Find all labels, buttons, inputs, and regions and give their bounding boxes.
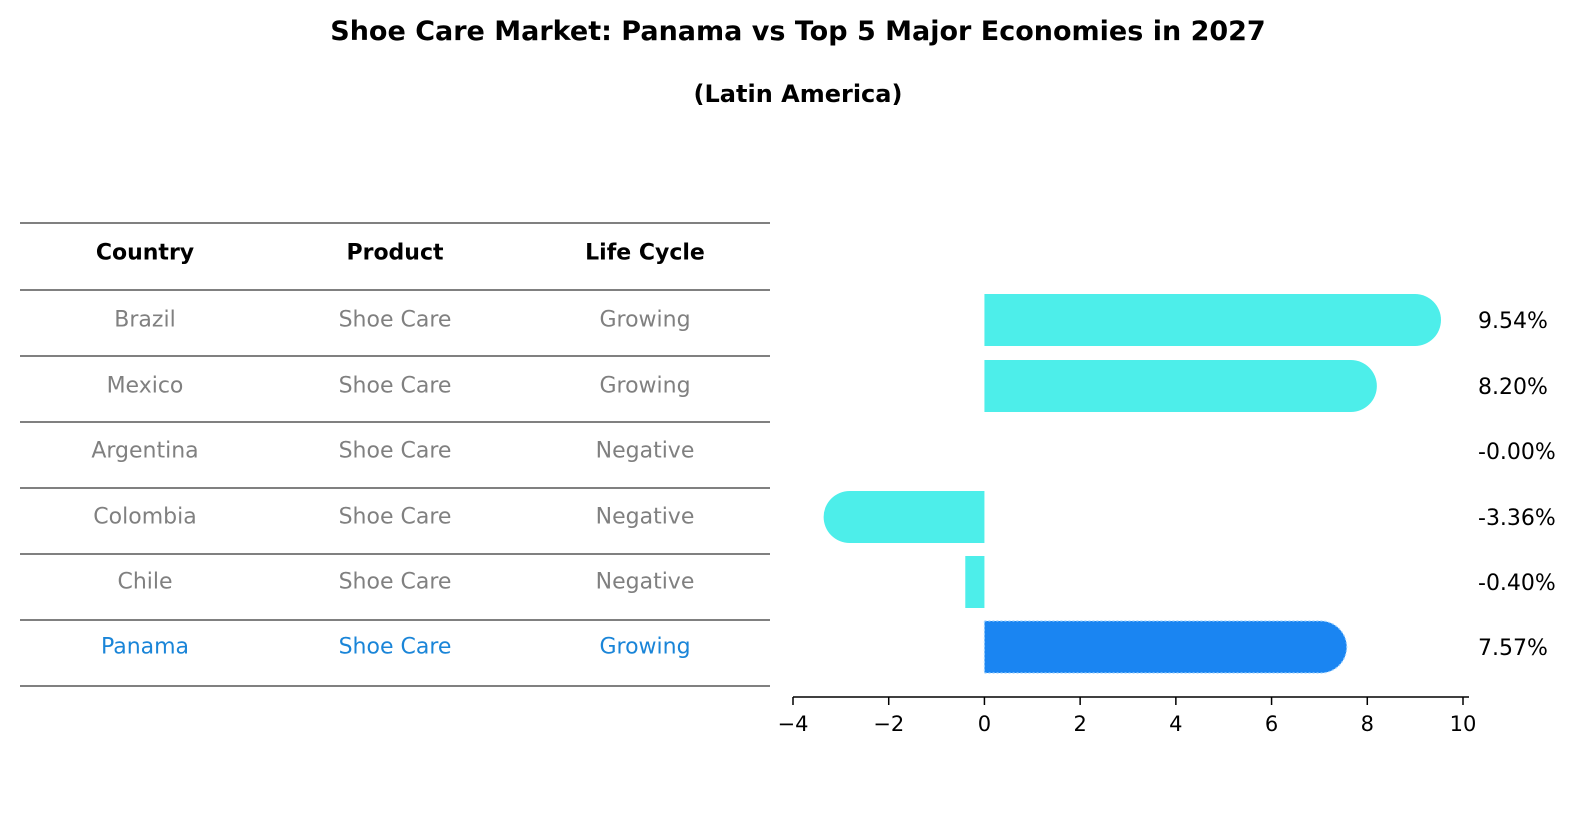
table-cell-life-cycle-mexico: Growing [599, 374, 690, 399]
table-cell-product-colombia: Shoe Care [339, 505, 452, 530]
table-cell-life-cycle-argentina: Negative [596, 439, 695, 464]
x-tick-label-10: 10 [1450, 712, 1477, 736]
bar-colombia [823, 491, 985, 543]
table-cell-country-mexico: Mexico [107, 374, 184, 399]
x-tick-label-minus-2: −2 [873, 712, 904, 736]
table-cell-country-colombia: Colombia [93, 505, 196, 530]
bar-brazil [984, 294, 1441, 346]
table-cell-country-argentina: Argentina [91, 439, 198, 464]
bar-mexico [984, 360, 1377, 412]
x-tick-label-6: 6 [1265, 712, 1278, 736]
table-cell-life-cycle-brazil: Growing [599, 308, 690, 333]
x-tick-label-8: 8 [1361, 712, 1374, 736]
table-header-life-cycle: Life Cycle [585, 241, 705, 266]
value-labels: 9.54% 8.20% -0.00% -3.36% -0.40% 7.57% [1478, 309, 1556, 661]
table-cell-product-brazil: Shoe Care [339, 308, 452, 333]
table-cell-life-cycle-panama: Growing [599, 635, 690, 660]
table-header-country: Country [96, 241, 194, 266]
x-tick-label-4: 4 [1169, 712, 1182, 736]
value-label-mexico: 8.20% [1478, 375, 1548, 400]
x-tick-label-0: 0 [978, 712, 991, 736]
table-cell-product-chile: Shoe Care [339, 570, 452, 595]
data-table: Country Product Life Cycle Brazil Shoe Care G… [20, 222, 770, 687]
table-cell-life-cycle-colombia: Negative [596, 505, 695, 530]
value-label-argentina: -0.00% [1478, 440, 1556, 465]
x-axis: −4 −2 0 2 4 6 8 10 [778, 696, 1477, 736]
table-cell-country-chile: Chile [117, 570, 172, 595]
value-label-chile: -0.40% [1478, 571, 1556, 596]
value-label-colombia: -3.36% [1478, 506, 1556, 531]
x-tick-label-minus-4: −4 [778, 712, 809, 736]
value-label-brazil: 9.54% [1478, 309, 1548, 334]
bar-panama [983, 620, 1348, 674]
chart-title: Shoe Care Market: Panama vs Top 5 Major … [330, 16, 1266, 47]
table-cell-product-argentina: Shoe Care [339, 439, 452, 464]
chart-subtitle: (Latin America) [693, 80, 903, 108]
table-cell-product-panama: Shoe Care [339, 635, 452, 660]
value-label-panama: 7.57% [1478, 636, 1548, 661]
bar-chart [823, 294, 1441, 674]
table-cell-country-brazil: Brazil [114, 308, 175, 333]
x-tick-label-2: 2 [1073, 712, 1086, 736]
table-cell-life-cycle-chile: Negative [596, 570, 695, 595]
table-header-product: Product [346, 241, 444, 266]
table-cell-product-mexico: Shoe Care [339, 374, 452, 399]
bar-chile [965, 556, 985, 608]
table-cell-country-panama: Panama [101, 635, 189, 660]
